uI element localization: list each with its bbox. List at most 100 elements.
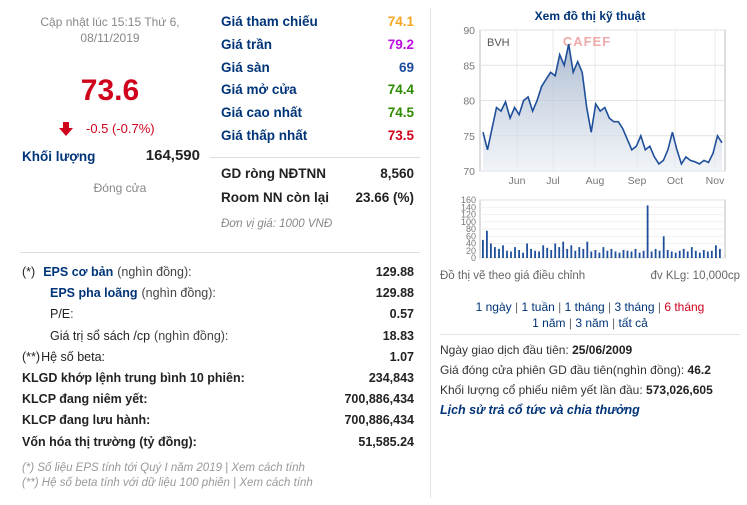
volume-bar (550, 250, 553, 258)
price-row: Giá tham chiếu 74.1 (221, 12, 414, 34)
price-row-value: 74.1 (387, 14, 414, 29)
first-close-price-value: 46.2 (687, 363, 711, 377)
first-listed-volume-value: 573,026,605 (646, 383, 713, 397)
volume-bar (586, 241, 589, 258)
fundamental-name: Vốn hóa thị trường (tỷ đồng): (22, 434, 197, 449)
range-separator: | (554, 300, 565, 314)
volume-bar (658, 250, 661, 259)
volume-bar (566, 248, 569, 258)
fundamental-note: (nghìn đồng): (154, 328, 229, 343)
time-tick-label: Aug (586, 175, 605, 187)
volume-bar (710, 250, 713, 259)
volume-bar (690, 247, 693, 258)
fundamental-label: Vốn hóa thị trường (tỷ đồng): (22, 435, 197, 449)
fundamental-value: 700,886,434 (344, 413, 414, 428)
fundamental-value: 1.07 (389, 349, 414, 364)
volume-bar (542, 245, 545, 258)
fundamental-label: P/E: (50, 307, 74, 321)
range-option[interactable]: 3 năm (575, 316, 609, 330)
volume-bar (506, 250, 508, 259)
volume-bar (678, 250, 681, 259)
volume-bar (618, 252, 621, 258)
fundamental-row: KLCP đang niêm yết: 700,886,434 (22, 390, 414, 411)
volume-bar (522, 252, 524, 258)
fundamental-value: 51,585.24 (358, 434, 414, 449)
first-listed-volume-label: Khối lượng cổ phiếu niêm yết lần đầu: (440, 383, 643, 397)
time-tick-label: Nov (706, 175, 725, 187)
volume-tick-label: 120 (461, 210, 476, 220)
volume-unit-note: đv KLg: 10,000cp (650, 270, 740, 282)
volume-bar (530, 248, 532, 258)
volume-bar (646, 205, 649, 258)
fundamental-row: (*) EPS cơ bản (nghìn đồng): 129.88 (22, 263, 414, 284)
range-separator: | (604, 300, 615, 314)
range-separator: | (654, 300, 665, 314)
volume-bar (558, 247, 561, 258)
volume-bar (590, 251, 593, 258)
volume-bar (622, 250, 625, 258)
fundamental-value: 700,886,434 (344, 392, 414, 407)
price-line (482, 43, 723, 166)
volume-bar (526, 243, 528, 258)
first-close-price: Giá đóng cửa phiên GD đầu tiên(nghìn đồn… (440, 363, 711, 377)
range-option[interactable]: 1 tháng (564, 300, 605, 314)
volume-bar (574, 250, 577, 259)
volume-value: 164,590 (145, 147, 200, 164)
price-row-value: 74.5 (387, 105, 414, 121)
fundamental-row: EPS pha loãng (nghìn đồng): 129.88 (22, 284, 414, 305)
fundamental-name: Giá trị sổ sách /cp (50, 328, 151, 343)
chart-title-link[interactable]: Xem đồ thị kỹ thuật (534, 9, 646, 23)
fundamental-label: EPS pha loãng (nghìn đồng): (50, 286, 216, 300)
fundamental-value: 18.83 (382, 328, 414, 343)
volume-bar (654, 248, 657, 258)
volume-bar (634, 248, 637, 258)
price-row-value: 79.2 (387, 36, 414, 52)
price-tick-label: 75 (463, 131, 475, 143)
volume-bar (514, 247, 516, 258)
fundamental-name: KLGD khớp lệnh trung bình 10 phiên: (22, 371, 245, 385)
price-area (483, 44, 722, 171)
fundamental-row: (**)Hệ số beta: 1.07 (22, 348, 414, 369)
fundamental-name[interactable]: EPS cơ bản (43, 265, 114, 279)
divider (440, 334, 740, 335)
chart-ticker-label: BVH (487, 37, 510, 49)
volume-tick-label: 100 (461, 217, 476, 227)
fundamental-name[interactable]: EPS pha loãng (50, 286, 138, 301)
first-trading-day-label: Ngày giao dịch đầu tiên: (440, 343, 569, 357)
range-option[interactable]: 3 tháng (614, 300, 655, 314)
range-separator: | (608, 316, 619, 330)
current-price: 73.6 (80, 74, 140, 107)
fundamental-label: KLCP đang niêm yết: (22, 392, 147, 406)
range-option[interactable]: 1 năm (532, 316, 566, 330)
price-tick-label: 80 (463, 96, 475, 108)
volume-bar (698, 252, 701, 258)
range-option[interactable]: 1 ngày (475, 300, 512, 314)
volume-bar (486, 230, 488, 258)
update-time: Cập nhật lúc 15:15 Thứ 6, 08/11/2019 (40, 15, 180, 45)
fundamental-row: Giá trị sổ sách /cp (nghìn đồng): 18.83 (22, 327, 414, 348)
price-row-label: Giá thấp nhất (221, 128, 308, 143)
price-row: Giá mở cửa 74.4 (221, 80, 414, 102)
range-separator: | (511, 300, 522, 314)
price-row: Giá sàn 69 (221, 58, 414, 80)
range-option[interactable]: 1 tuần (521, 300, 555, 314)
price-change: -0.5 (-0.7%) (86, 121, 155, 136)
volume-label: Khối lượng (22, 149, 96, 164)
volume-bar (498, 248, 500, 258)
volume-bar (582, 248, 585, 258)
fundamental-row: P/E: 0.57 (22, 305, 414, 326)
divider (20, 252, 420, 253)
volume-tick-label: 60 (466, 231, 476, 241)
volume-bar (598, 252, 601, 258)
dividend-history-link[interactable]: Lịch sử trả cổ tức và chia thưởng (440, 403, 640, 417)
range-option[interactable]: tất cả (618, 316, 648, 330)
price-row-value: 73.5 (387, 128, 414, 143)
volume-tick-label: 140 (461, 202, 476, 212)
price-tick-label: 85 (463, 60, 475, 72)
range-option[interactable]: 6 tháng (664, 300, 705, 314)
volume-bar (518, 250, 520, 258)
fundamental-note: (nghìn đồng): (117, 265, 192, 279)
price-row: Giá thấp nhất 73.5 (221, 126, 414, 148)
time-tick-label: Jun (509, 175, 526, 187)
